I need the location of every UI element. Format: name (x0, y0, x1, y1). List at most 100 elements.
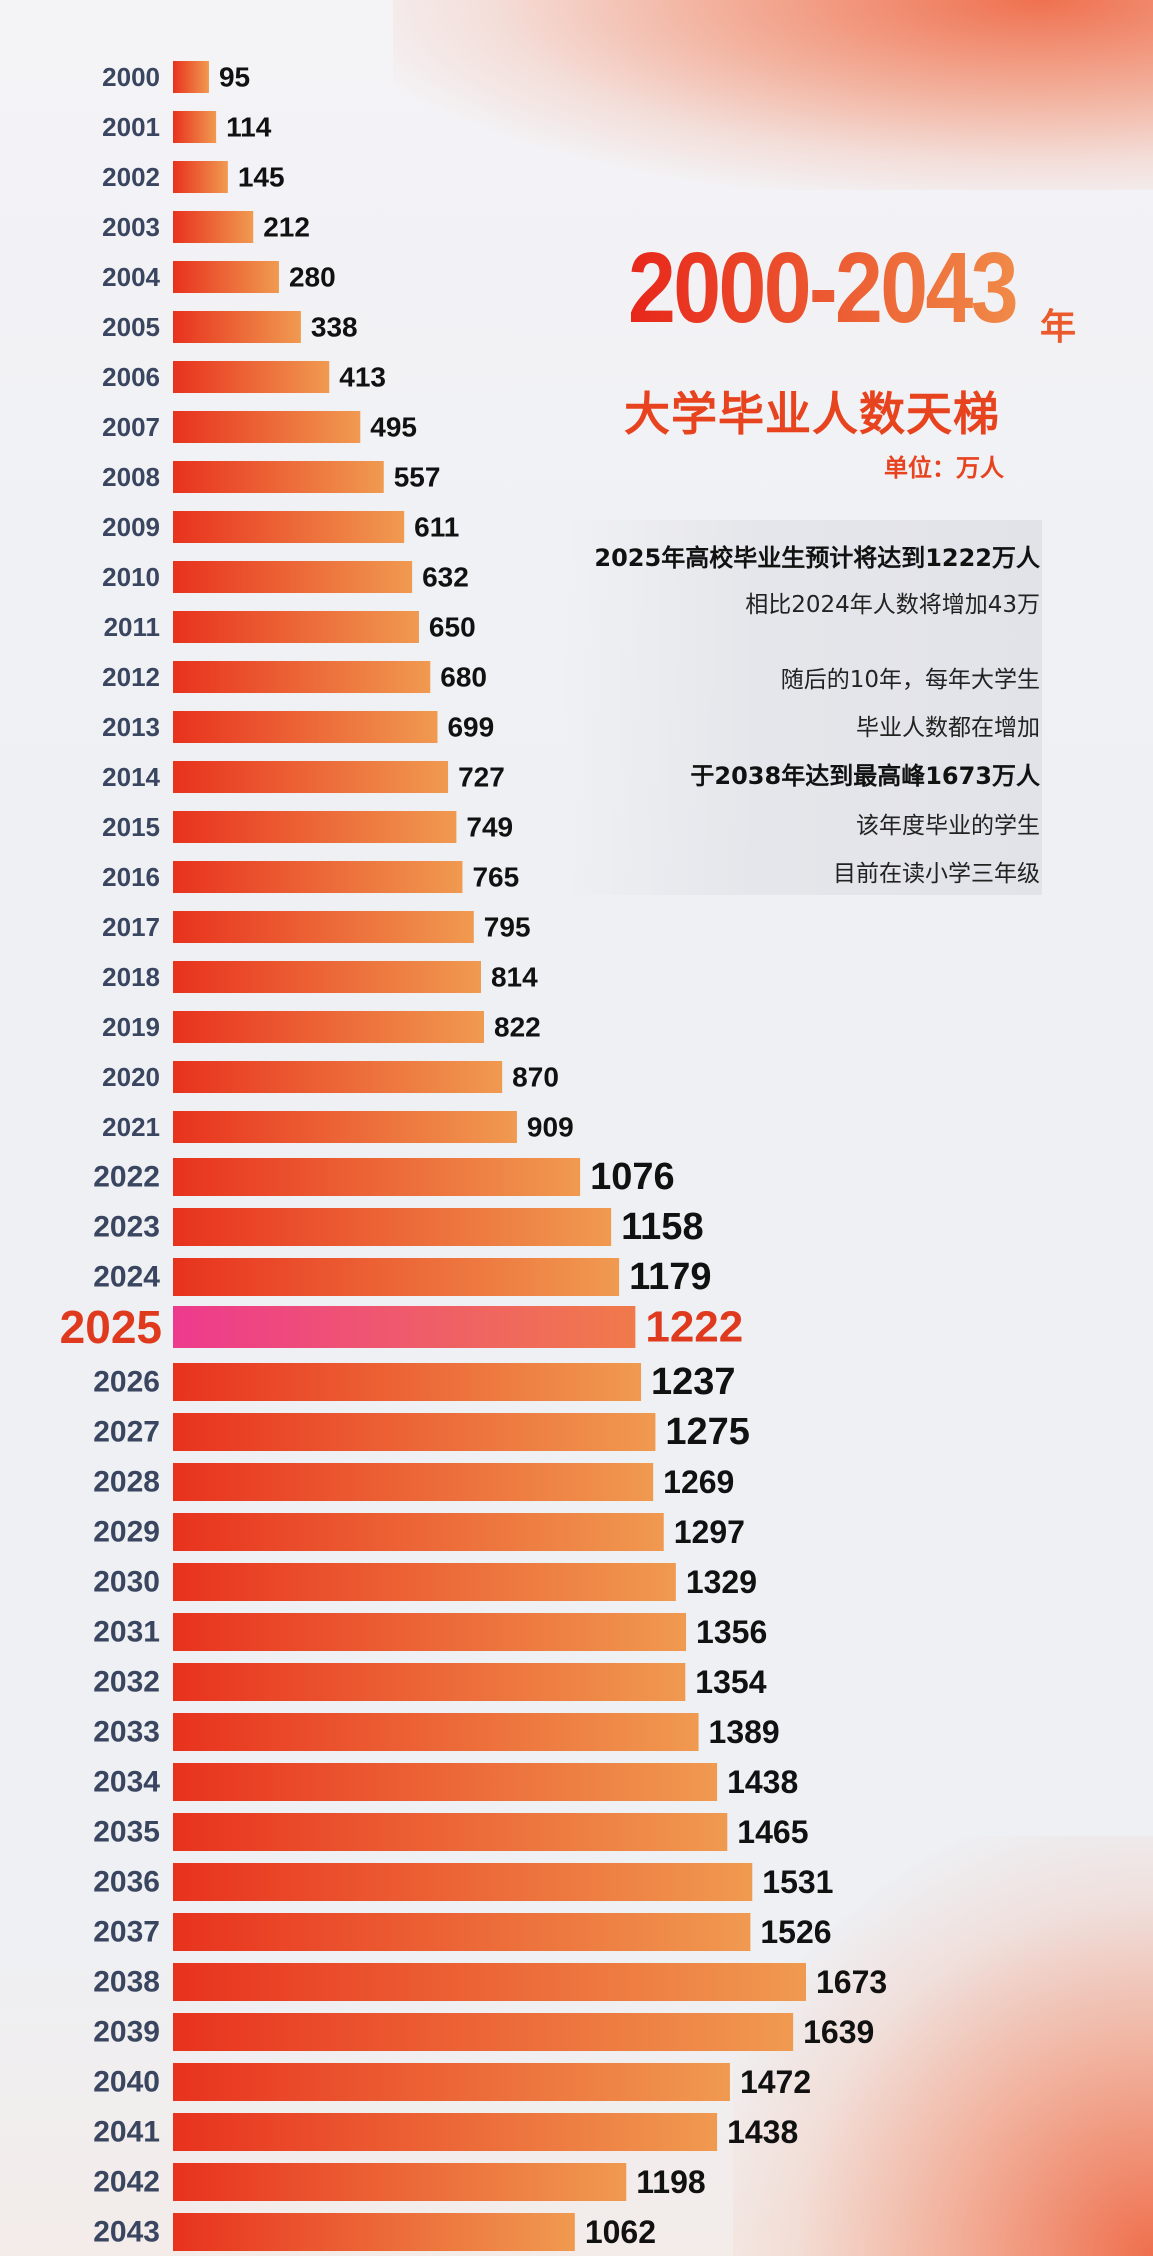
year-label-2013: 2013 (102, 712, 160, 742)
value-label-2043: 1062 (585, 2214, 656, 2250)
year-label-2034: 2034 (93, 1766, 160, 1799)
year-label-2031: 2031 (93, 1616, 160, 1649)
bar-2017 (173, 911, 474, 943)
bar-2021 (173, 1111, 517, 1143)
value-label-2023: 1158 (621, 1206, 703, 1248)
bar-2020 (173, 1061, 503, 1093)
year-label-2025: 2025 (60, 1301, 162, 1353)
bar-2012 (173, 661, 431, 693)
bar-2009 (173, 511, 405, 543)
bar-2035 (173, 1813, 728, 1851)
year-label-2024: 2024 (93, 1261, 160, 1294)
year-label-2032: 2032 (93, 1666, 160, 1699)
value-label-2024: 1179 (629, 1256, 711, 1298)
value-label-2016: 765 (472, 862, 519, 893)
note-line-5: 于2038年达到最高峰1673万人 (690, 762, 1040, 790)
year-label-2003: 2003 (102, 212, 160, 242)
value-label-2005: 338 (311, 312, 358, 343)
year-label-2019: 2019 (102, 1012, 160, 1042)
year-label-2040: 2040 (93, 2066, 160, 2099)
value-label-2014: 727 (458, 762, 505, 793)
year-label-2006: 2006 (102, 362, 160, 392)
year-label-2016: 2016 (102, 862, 160, 892)
year-label-2027: 2027 (93, 1416, 160, 1449)
value-label-2032: 1354 (695, 1664, 766, 1700)
bar-2040 (173, 2063, 730, 2101)
note-line-2: 相比2024年人数将增加43万 (745, 592, 1040, 618)
value-label-2002: 145 (238, 162, 285, 193)
value-label-2010: 632 (422, 562, 469, 593)
bar-2041 (173, 2113, 718, 2151)
bar-2013 (173, 711, 438, 743)
bar-2002 (173, 161, 228, 193)
year-label-2004: 2004 (102, 262, 160, 292)
value-label-2026: 1237 (651, 1361, 736, 1403)
year-label-2008: 2008 (102, 462, 160, 492)
year-label-2041: 2041 (93, 2116, 160, 2149)
value-label-2022: 1076 (590, 1156, 675, 1198)
bar-2025 (173, 1306, 636, 1348)
value-label-2030: 1329 (686, 1564, 757, 1600)
value-label-2019: 822 (494, 1012, 541, 1043)
value-label-2006: 413 (339, 362, 386, 393)
note-line-4: 毕业人数都在增加 (856, 715, 1040, 741)
note-line-7: 目前在读小学三年级 (833, 861, 1040, 887)
year-label-2028: 2028 (93, 1466, 160, 1499)
bar-2042 (173, 2163, 627, 2201)
year-label-2005: 2005 (102, 312, 160, 342)
bar-2036 (173, 1863, 753, 1901)
bar-2005 (173, 311, 301, 343)
bar-2027 (173, 1413, 656, 1451)
year-label-2037: 2037 (93, 1916, 160, 1949)
year-label-2020: 2020 (102, 1062, 160, 1092)
year-label-2033: 2033 (93, 1716, 160, 1749)
year-label-2029: 2029 (93, 1516, 160, 1549)
value-label-2003: 212 (263, 212, 310, 243)
year-label-2017: 2017 (102, 912, 160, 942)
bar-2010 (173, 561, 413, 593)
value-label-2012: 680 (440, 662, 487, 693)
value-label-2008: 557 (394, 462, 441, 493)
year-label-2038: 2038 (93, 1966, 160, 1999)
year-label-2036: 2036 (93, 1866, 160, 1899)
year-label-2039: 2039 (93, 2016, 160, 2049)
value-label-2035: 1465 (737, 1814, 808, 1850)
bar-2011 (173, 611, 419, 643)
bar-2000 (173, 61, 209, 93)
bar-2032 (173, 1663, 686, 1701)
note-line-3: 随后的10年，每年大学生 (780, 667, 1040, 693)
value-label-2027: 1275 (665, 1411, 750, 1453)
bar-2030 (173, 1563, 676, 1601)
bar-2004 (173, 261, 279, 293)
year-label-2021: 2021 (102, 1112, 160, 1142)
year-label-2026: 2026 (93, 1366, 160, 1399)
year-label-2015: 2015 (102, 812, 160, 842)
bar-2014 (173, 761, 449, 793)
year-label-2014: 2014 (102, 762, 160, 792)
year-label-2023: 2023 (93, 1211, 160, 1244)
value-label-2034: 1438 (727, 1764, 798, 1800)
bar-2024 (173, 1258, 620, 1296)
bar-2015 (173, 811, 457, 843)
value-label-2031: 1356 (696, 1614, 767, 1650)
value-label-2011: 650 (429, 612, 476, 643)
bar-2022 (173, 1158, 581, 1196)
bar-2038 (173, 1963, 806, 2001)
bar-2033 (173, 1713, 699, 1751)
value-label-2009: 611 (414, 512, 459, 543)
year-label-2035: 2035 (93, 1816, 160, 1849)
value-label-2036: 1531 (762, 1864, 833, 1900)
value-label-2020: 870 (512, 1062, 559, 1093)
value-label-2001: 114 (226, 112, 272, 143)
year-label-2030: 2030 (93, 1566, 160, 1599)
note-line-6: 该年度毕业的学生 (856, 813, 1040, 839)
chart-title-suffix: 年 (1040, 307, 1077, 348)
bar-2037 (173, 1913, 751, 1951)
value-label-2033: 1389 (709, 1714, 780, 1750)
value-label-2038: 1673 (816, 1964, 887, 2000)
chart-subtitle: 大学毕业人数天梯 (624, 387, 1000, 441)
bar-2001 (173, 111, 217, 143)
bar-2039 (173, 2013, 794, 2051)
bar-2026 (173, 1363, 642, 1401)
value-label-2039: 1639 (803, 2014, 874, 2050)
